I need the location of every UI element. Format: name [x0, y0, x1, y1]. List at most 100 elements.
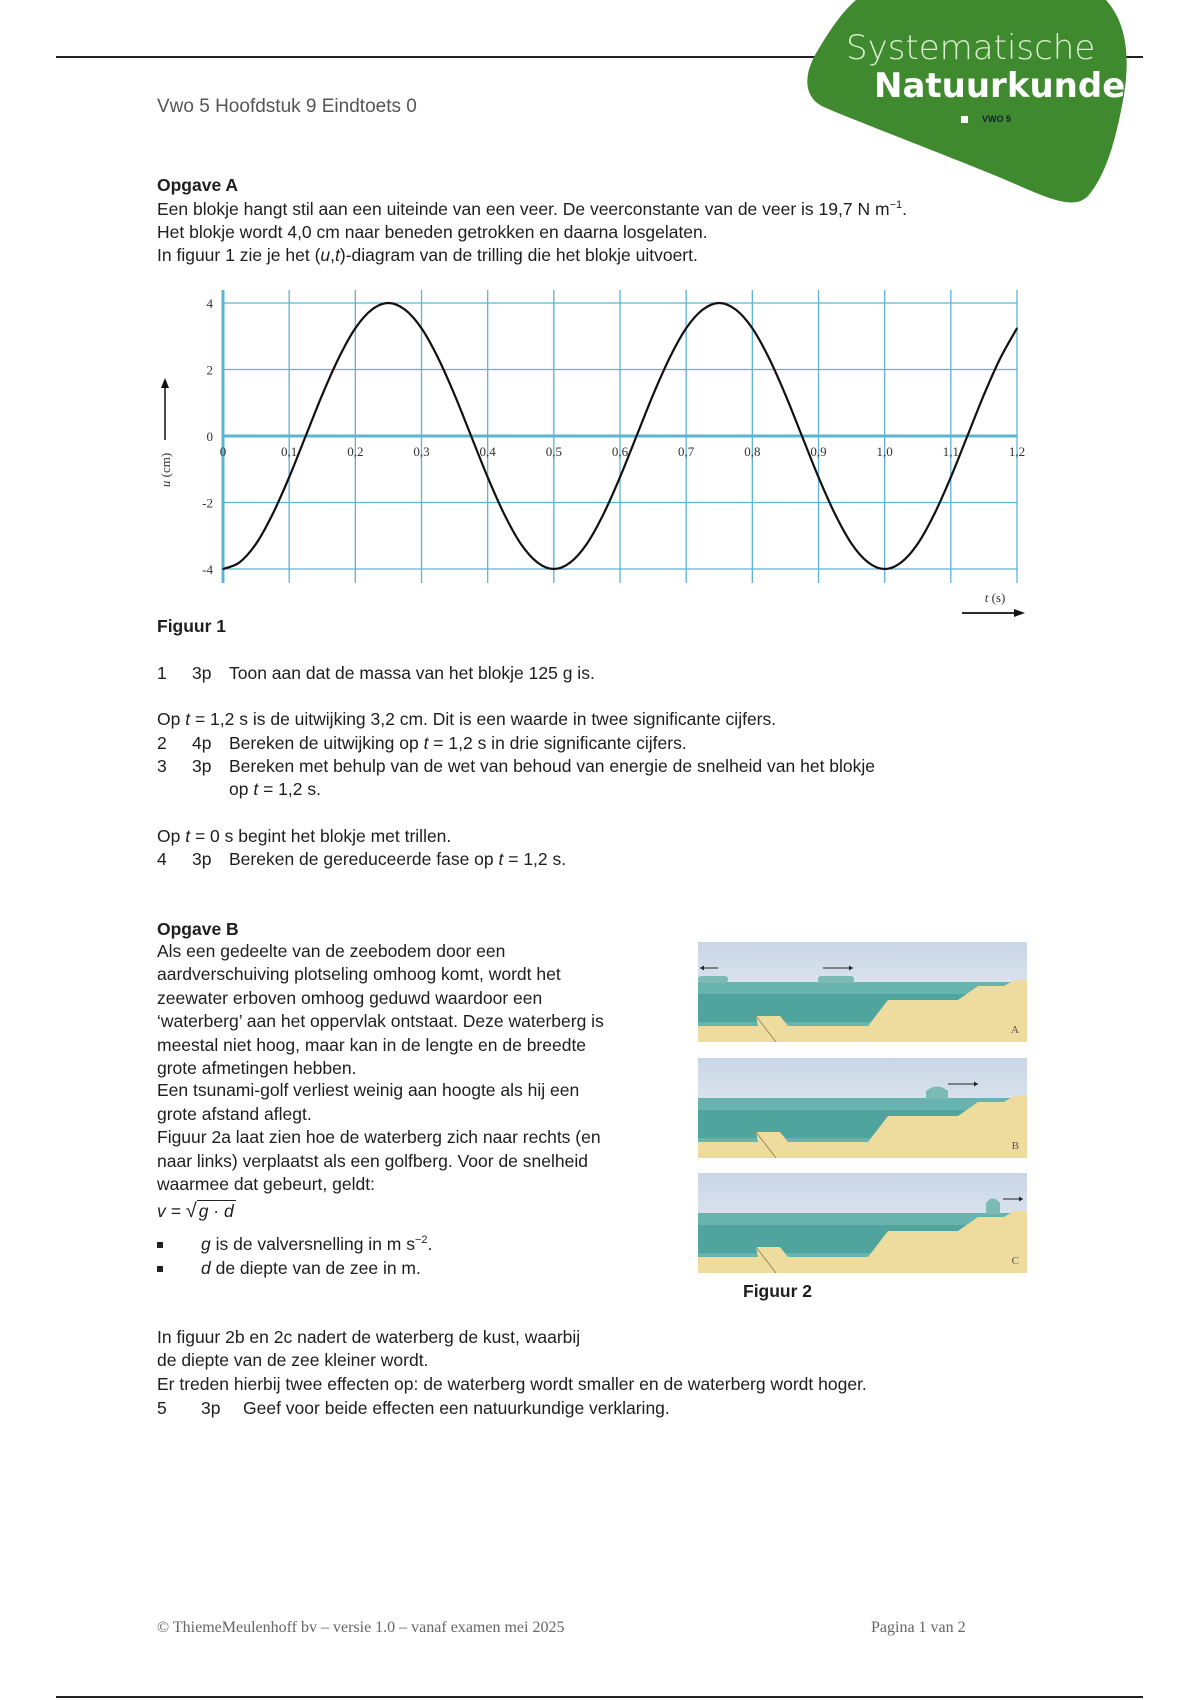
question-text: Geef voor beide effecten een natuurkundi… — [243, 1398, 670, 1418]
question-points: 3p — [192, 756, 212, 776]
x-label-unit: (s) — [988, 590, 1005, 605]
x-tick-label: 0,5 — [546, 444, 562, 459]
opgave-b-line: waarmee dat gebeurt, geldt: — [157, 1174, 375, 1194]
opgave-b-line: zeewater erboven omhoog geduwd waardoor … — [157, 988, 543, 1008]
data-point — [817, 476, 820, 479]
opgave-b-heading: Opgave B — [157, 919, 239, 939]
comma: , — [330, 245, 336, 265]
opgave-a-line1: Een blokje hangt stil aan een uiteinde v… — [157, 198, 907, 220]
opgave-a-heading: Opgave A — [157, 175, 239, 195]
question-2: 2 4p Bereken de uitwijking op t = 1,2 s … — [157, 732, 1057, 754]
line-post: )-diagram van de trilling die het blokje… — [339, 245, 698, 265]
text: = 1,2 s is de uitwijking 3,2 cm. Dit is … — [190, 709, 777, 729]
x-tick-label: 0,1 — [281, 444, 297, 459]
data-point — [834, 513, 836, 515]
x-tick-label: 0,4 — [480, 444, 497, 459]
superscript: −2 — [414, 1234, 428, 1247]
bullet-text: d de diepte van de zee in m. — [201, 1257, 421, 1279]
x-axis-label: t (s) — [985, 590, 1006, 605]
opgave-b-line: Als een gedeelte van de zeebodem door ee… — [157, 941, 506, 961]
logo-line1: Systematische — [846, 28, 1096, 68]
panel-label: B — [1011, 1140, 1019, 1152]
text: Op — [157, 826, 186, 846]
opgave-a-line2: Het blokje wordt 4,0 cm naar beneden get… — [157, 222, 708, 242]
figure2-caption: Figuur 2 — [743, 1281, 813, 1301]
bullet-g: g is de valversnelling in m s−2. — [157, 1233, 432, 1255]
opgave-b-line: grote afmetingen hebben. — [157, 1058, 357, 1078]
data-point — [222, 568, 224, 570]
opgave-b-line: Een tsunami-golf verliest weinig aan hoo… — [157, 1080, 580, 1100]
formula-lhs: v = — [157, 1201, 181, 1221]
bottom-rule — [56, 1696, 1143, 1698]
opgave-b-line: aardverschuiving plotseling omhoog komt,… — [157, 964, 561, 984]
tick-labels: 0 0,1 0,2 0,3 0,4 0,5 0,6 0,7 0,8 0,9 1,0 1,1 1,2 4 2 0… — [202, 296, 1025, 577]
data-point — [916, 542, 919, 545]
logo-square-icon — [961, 116, 968, 123]
question-text-cont: op t = 1,2 s. — [229, 778, 321, 800]
var-t: t — [253, 779, 259, 799]
x-tick-label: 0,2 — [347, 444, 363, 459]
data-point — [685, 327, 687, 330]
x-tick-label: 0,9 — [810, 444, 826, 459]
x-tick-label: 1,0 — [877, 444, 893, 459]
text: Bereken de uitwijking op — [229, 733, 424, 753]
data-point — [999, 357, 1002, 359]
data-point — [950, 476, 952, 479]
text: op — [229, 779, 254, 799]
y-tick-label: -2 — [202, 496, 213, 511]
intro-q4: Op t = 0 s begint het blokje met trillen… — [157, 825, 451, 847]
panel-label: A — [1011, 1024, 1019, 1036]
question-number: 2 — [157, 733, 167, 753]
figure2-panel-a: A — [698, 942, 1027, 1043]
top-rule — [56, 56, 1143, 58]
data-point — [304, 435, 307, 437]
grid — [221, 290, 1018, 583]
svg-text:u (cm): u (cm) — [158, 453, 173, 487]
y-arrow-head — [161, 378, 169, 388]
bullet-icon — [157, 1266, 163, 1273]
data-point — [1016, 327, 1018, 330]
formula-radicand: g · d — [196, 1200, 236, 1221]
data-point — [255, 542, 257, 545]
data-point — [271, 513, 274, 515]
figure1-caption: Figuur 1 — [157, 616, 227, 636]
text: = 1,2 s in drie significante cijfers. — [428, 733, 687, 753]
data-point — [784, 393, 787, 396]
footer-copyright: © ThiemeMeulenhoff bv – versie 1.0 – van… — [157, 1619, 565, 1636]
data-point — [983, 393, 985, 396]
panel-label: C — [1011, 1255, 1019, 1267]
data-point — [867, 561, 869, 564]
data-point — [701, 308, 704, 311]
data-point — [635, 435, 638, 437]
data-point — [371, 308, 373, 311]
data-point — [619, 476, 621, 479]
question-number: 4 — [157, 849, 167, 869]
velocity-formula: v = √ g · d — [157, 1200, 236, 1222]
y-tick-label: -4 — [202, 562, 213, 577]
question-number: 1 — [157, 663, 167, 683]
y-label-unit: (cm) — [158, 453, 173, 481]
bullet-text: g is de valversnelling in m s−2. — [201, 1233, 432, 1255]
question-5: 5 3p Geef voor beide effecten een natuur… — [157, 1397, 1057, 1419]
opgave-b-line: ‘waterberg’ aan het oppervlak ontstaat. … — [157, 1011, 604, 1031]
data-point — [437, 357, 439, 359]
y-label-var: u — [158, 480, 173, 487]
tsunami-illustration — [698, 1173, 1027, 1274]
x-arrow-head — [1014, 609, 1025, 617]
line-end: . — [902, 199, 907, 219]
data-point — [801, 435, 803, 437]
opgave-b-line: meestal niet hoog, maar kan in de lengte… — [157, 1035, 587, 1055]
opgave-b-line: grote afstand aflegt. — [157, 1104, 312, 1124]
data-point — [602, 513, 605, 515]
text: . — [427, 1234, 433, 1254]
data-point — [404, 308, 406, 311]
data-point — [503, 513, 506, 515]
question-text: Bereken de uitwijking op t = 1,2 s in dr… — [229, 732, 687, 754]
var-t: t — [423, 733, 429, 753]
text: de diepte van de zee in m. — [210, 1258, 421, 1278]
superscript: −1 — [889, 199, 903, 212]
data-point — [453, 393, 456, 396]
data-point — [553, 568, 555, 570]
data-point — [850, 542, 853, 545]
figure2-panel-c: C — [698, 1173, 1027, 1274]
